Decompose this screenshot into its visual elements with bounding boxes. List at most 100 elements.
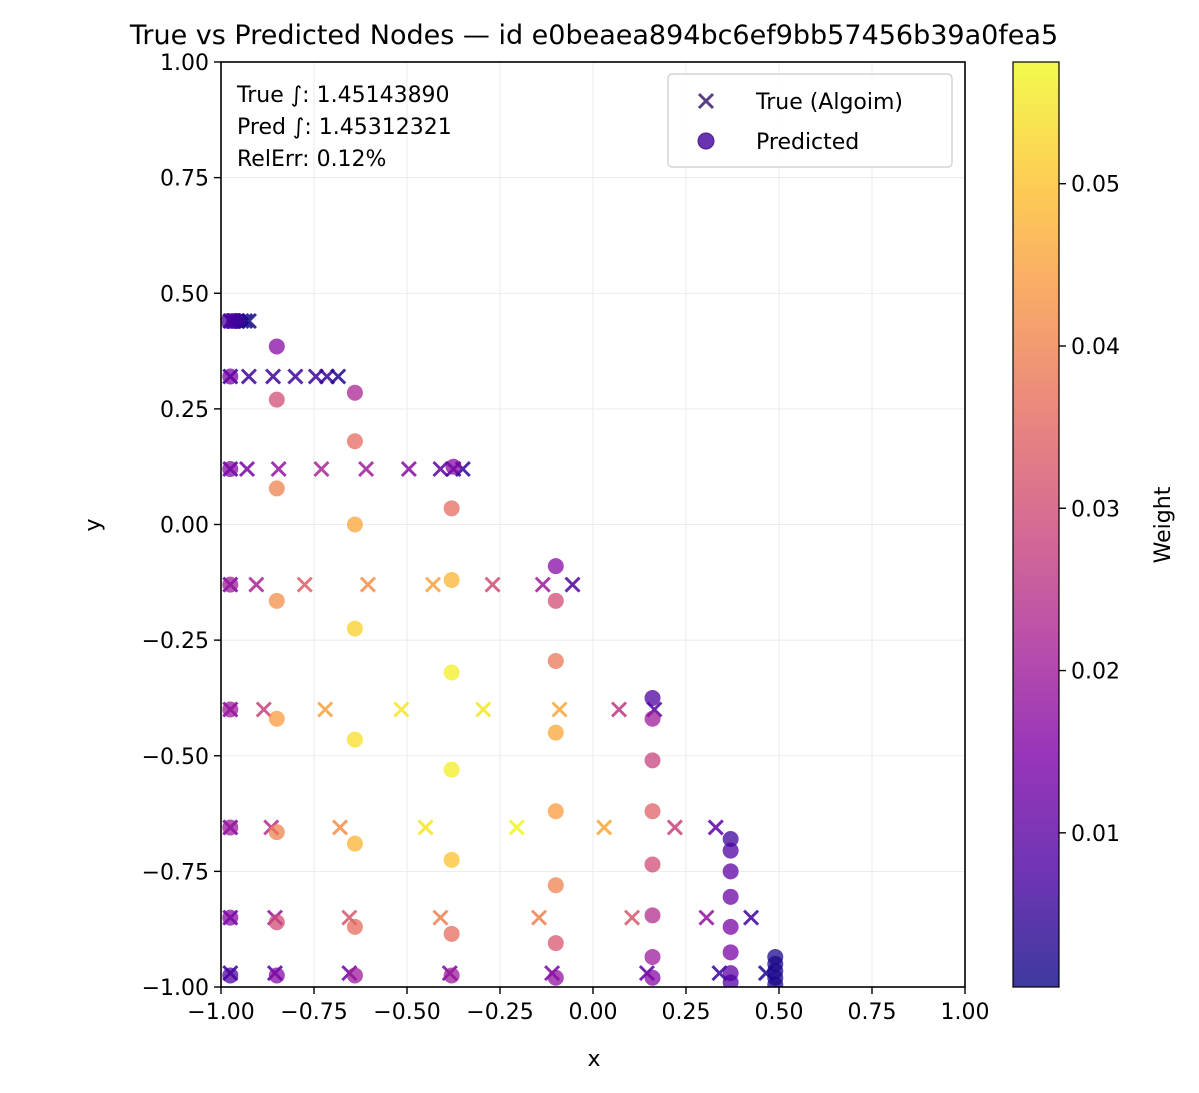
- predicted-point: [222, 967, 239, 984]
- predicted-point: [222, 576, 239, 593]
- true-point: [666, 819, 683, 836]
- true-point: [393, 701, 410, 718]
- true-point-stroke: [417, 819, 434, 836]
- predicted-point: [222, 701, 239, 718]
- true-point: [743, 909, 760, 926]
- true-point: [432, 909, 449, 926]
- true-point-stroke: [484, 576, 501, 593]
- predicted-point: [443, 572, 460, 588]
- true-point-stroke: [331, 819, 349, 836]
- true-point-stroke: [265, 368, 282, 385]
- predicted-point: [222, 461, 239, 477]
- true-point: [417, 819, 434, 836]
- predicted-point: [644, 710, 661, 727]
- colorbar-ticks: 0.01 0.02 0.03 0.04 0.05: [1059, 173, 1120, 847]
- annotation-pred-integral: Pred ∫: 1.45312321: [237, 115, 452, 140]
- legend-true-label: True (Algoim): [755, 90, 903, 115]
- x-tick-label: 0.75: [848, 1000, 897, 1025]
- predicted-point: [443, 851, 460, 868]
- true-point: [265, 368, 282, 385]
- x-tick-label: 0.25: [662, 1000, 711, 1025]
- annotation-relative-error: RelErr: 0.12%: [237, 147, 386, 172]
- true-point-stroke: [330, 368, 347, 385]
- predicted-point: [443, 967, 460, 984]
- predicted-series: [221, 313, 784, 987]
- true-point: [240, 368, 257, 385]
- predicted-point: [346, 620, 363, 637]
- annotation-true-integral: True ∫: 1.45143890: [236, 83, 450, 108]
- y-tick-label: −0.25: [142, 629, 209, 654]
- true-point-stroke: [341, 909, 358, 926]
- true-point-stroke: [255, 701, 272, 718]
- colorbar-tick-label: 0.01: [1071, 822, 1120, 847]
- predicted-point: [268, 967, 285, 984]
- predicted-point: [547, 652, 564, 669]
- predicted-point: [268, 592, 285, 609]
- predicted-point: [346, 433, 363, 450]
- x-axis-label: x: [587, 1047, 600, 1072]
- y-tick-label: 0.75: [160, 167, 209, 192]
- predicted-point: [443, 925, 460, 942]
- predicted-point: [547, 877, 564, 894]
- predicted-point: [722, 863, 739, 880]
- true-point-stroke: [248, 576, 265, 593]
- true-point: [432, 460, 449, 478]
- true-point-stroke: [358, 460, 375, 478]
- true-point-stroke: [270, 460, 287, 478]
- y-tick-label: 0.00: [160, 514, 209, 539]
- true-point-stroke: [238, 460, 256, 478]
- true-point: [596, 819, 613, 836]
- true-point: [248, 576, 265, 593]
- true-point-stroke: [454, 460, 471, 478]
- colorbar: [1012, 61, 1060, 988]
- true-point-stroke: [424, 576, 442, 593]
- predicted-point: [547, 724, 564, 741]
- predicted-point: [767, 976, 784, 987]
- y-tick-label: 0.25: [160, 398, 209, 423]
- true-point: [534, 576, 551, 593]
- chart-title: True vs Predicted Nodes — id e0beaea894b…: [129, 20, 1058, 51]
- x-tick-label: −0.25: [466, 1000, 533, 1025]
- predicted-point: [547, 558, 564, 575]
- predicted-point: [445, 458, 462, 475]
- true-point: [475, 701, 492, 718]
- y-tick-label: −0.75: [142, 860, 209, 885]
- true-point-stroke: [610, 701, 628, 718]
- x-tick-label: 0.00: [569, 1000, 618, 1025]
- true-point: [698, 909, 715, 926]
- predicted-point: [222, 909, 239, 926]
- x-tick-label: −0.75: [280, 1000, 347, 1025]
- true-point-stroke: [508, 819, 525, 836]
- true-point-stroke: [287, 368, 304, 385]
- true-point-stroke: [432, 909, 449, 926]
- x-tick-label: 1.00: [941, 1000, 990, 1025]
- predicted-point: [644, 803, 661, 820]
- colorbar-label: Weight: [1151, 486, 1176, 563]
- true-point: [400, 460, 417, 478]
- true-point-stroke: [313, 460, 330, 478]
- true-point: [564, 576, 581, 593]
- true-point: [358, 460, 375, 478]
- predicted-point: [443, 500, 460, 517]
- predicted-point: [547, 969, 564, 986]
- x-tick-label: −1.00: [187, 1000, 254, 1025]
- predicted-point: [644, 689, 661, 706]
- predicted-point: [722, 888, 739, 905]
- true-point: [238, 460, 256, 478]
- true-point-stroke: [564, 576, 581, 593]
- legend-true-marker: [697, 92, 715, 110]
- true-point: [359, 576, 377, 593]
- x-axis-ticks: −1.00 −0.75 −0.50 −0.25 0.00 0.25 0.50 0.75 1.00: [187, 987, 989, 1025]
- predicted-point: [644, 752, 661, 769]
- predicted-point: [268, 710, 285, 727]
- predicted-point: [268, 391, 285, 408]
- true-point-stroke: [698, 909, 715, 926]
- predicted-point: [346, 835, 363, 852]
- predicted-point: [346, 516, 363, 533]
- y-tick-label: −1.00: [142, 976, 209, 1001]
- true-point-stroke: [551, 701, 568, 718]
- predicted-point: [722, 831, 739, 847]
- colorbar-tick-label: 0.03: [1071, 497, 1120, 522]
- predicted-point: [268, 914, 285, 931]
